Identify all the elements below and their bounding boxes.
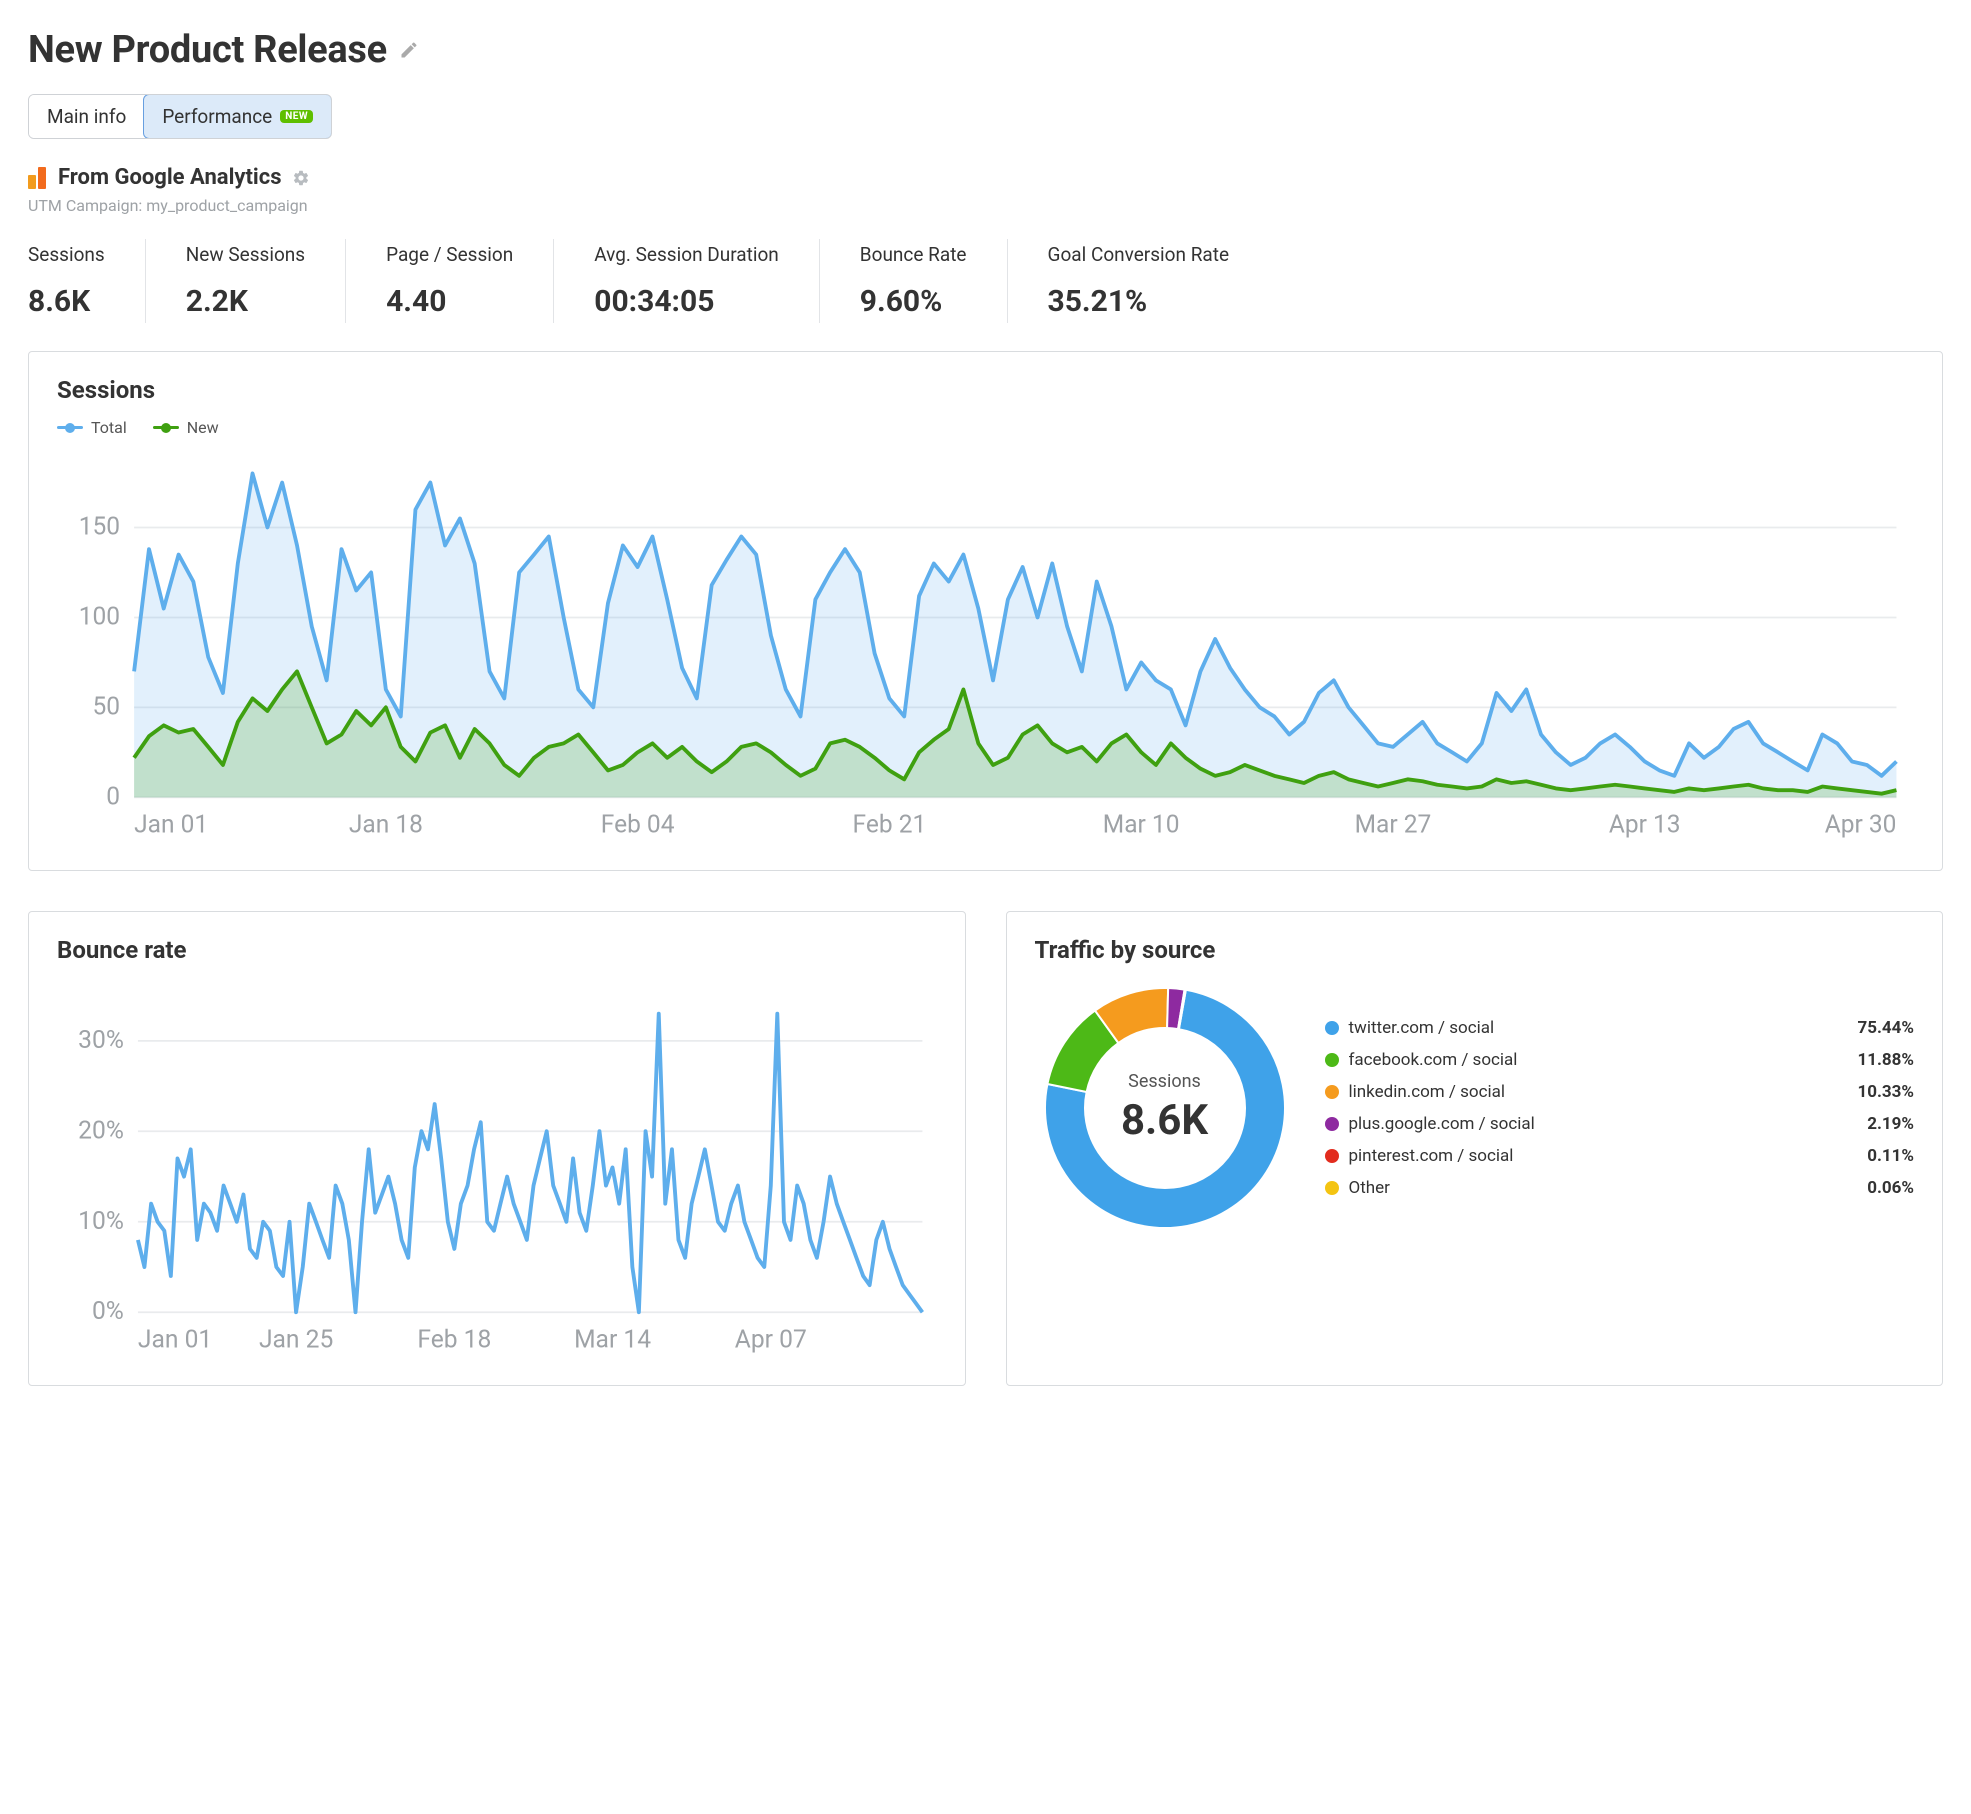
svg-text:100: 100 <box>79 601 120 630</box>
legend-dot <box>1325 1085 1339 1099</box>
legend-item[interactable]: New <box>153 418 219 437</box>
metric: Goal Conversion Rate 35.21% <box>1048 239 1230 323</box>
data-source-title: From Google Analytics <box>58 165 282 190</box>
legend-source-value: 75.44% <box>1857 1018 1914 1038</box>
metric: New Sessions 2.2K <box>186 239 346 323</box>
metric-value: 00:34:05 <box>594 284 779 319</box>
legend-source-name: pinterest.com / social <box>1349 1146 1514 1166</box>
metric: Page / Session 4.40 <box>386 239 554 323</box>
sessions-legend: Total New <box>57 418 1914 437</box>
donut-center-label: Sessions <box>1128 1071 1201 1092</box>
legend-source-value: 11.88% <box>1857 1050 1914 1070</box>
svg-text:Jan 25: Jan 25 <box>259 1325 333 1354</box>
svg-text:0: 0 <box>106 781 120 810</box>
sessions-chart-title: Sessions <box>57 376 1914 404</box>
metrics-row: Sessions 8.6K New Sessions 2.2K Page / Sessi… <box>28 239 1943 323</box>
legend-source-name: facebook.com / social <box>1349 1050 1518 1070</box>
metric: Sessions 8.6K <box>28 239 146 323</box>
legend-source-value: 10.33% <box>1857 1082 1914 1102</box>
legend-source-name: twitter.com / social <box>1349 1018 1495 1038</box>
settings-gear-icon[interactable] <box>292 169 310 187</box>
svg-text:10%: 10% <box>78 1207 124 1236</box>
new-badge: NEW <box>280 110 313 123</box>
sessions-chart-card: Sessions Total New 0 50 100 150 Jan 01 Jan 18 F… <box>28 351 1943 871</box>
svg-text:Jan 01: Jan 01 <box>134 809 208 838</box>
metric-value: 4.40 <box>386 284 513 319</box>
legend-item[interactable]: Total <box>57 418 127 437</box>
svg-text:Mar 14: Mar 14 <box>574 1325 651 1354</box>
metric-label: New Sessions <box>186 243 305 266</box>
traffic-title: Traffic by source <box>1035 936 1915 964</box>
svg-text:Apr 07: Apr 07 <box>735 1325 807 1354</box>
legend-source-value: 0.11% <box>1867 1146 1914 1166</box>
metric-label: Page / Session <box>386 243 513 266</box>
tab-performance[interactable]: Performance NEW <box>143 94 332 139</box>
data-source-row: From Google Analytics <box>28 165 1943 190</box>
page-header: New Product Release <box>28 28 1943 72</box>
metric-label: Goal Conversion Rate <box>1048 243 1230 266</box>
legend-dot <box>1325 1053 1339 1067</box>
edit-title-icon[interactable] <box>399 40 419 60</box>
legend-source-name: linkedin.com / social <box>1349 1082 1506 1102</box>
traffic-legend-row[interactable]: plus.google.com / social 2.19% <box>1325 1108 1915 1140</box>
utm-campaign-line: UTM Campaign: my_product_campaign <box>28 196 1943 215</box>
legend-dot <box>1325 1149 1339 1163</box>
legend-source-value: 2.19% <box>1867 1114 1914 1134</box>
tab-label: Performance <box>162 105 272 128</box>
metric-label: Avg. Session Duration <box>594 243 779 266</box>
tab-bar: Main info Performance NEW <box>28 94 332 139</box>
traffic-donut: Sessions 8.6K <box>1035 978 1295 1238</box>
svg-text:Feb 21: Feb 21 <box>853 809 927 838</box>
metric-value: 9.60% <box>860 284 967 319</box>
bottom-row: Bounce rate 0% 10% 20% 30% Jan 01 Jan 25 Feb 1… <box>28 911 1943 1386</box>
svg-text:50: 50 <box>93 691 121 720</box>
metric-value: 2.2K <box>186 284 305 319</box>
traffic-legend-row[interactable]: twitter.com / social 75.44% <box>1325 1012 1915 1044</box>
svg-text:Jan 01: Jan 01 <box>138 1325 212 1354</box>
svg-text:0%: 0% <box>92 1297 124 1326</box>
legend-swatch <box>153 426 179 429</box>
traffic-legend-row[interactable]: facebook.com / social 11.88% <box>1325 1044 1915 1076</box>
page-title: New Product Release <box>28 28 387 72</box>
traffic-legend: twitter.com / social 75.44% facebook.com /… <box>1325 1012 1915 1204</box>
traffic-by-source-card: Traffic by source Sessions 8.6K twitter.… <box>1006 911 1944 1386</box>
svg-text:Apr 13: Apr 13 <box>1609 809 1681 838</box>
bounce-rate-title: Bounce rate <box>57 936 937 964</box>
svg-text:150: 150 <box>79 511 120 540</box>
metric-value: 35.21% <box>1048 284 1230 319</box>
metric-value: 8.6K <box>28 284 105 319</box>
tab-main-info[interactable]: Main info <box>29 95 144 138</box>
legend-dot <box>1325 1117 1339 1131</box>
svg-text:30%: 30% <box>78 1026 124 1055</box>
sessions-chart: 0 50 100 150 Jan 01 Jan 18 Feb 04 Feb 21 Mar 10 M… <box>57 447 1914 850</box>
bounce-rate-card: Bounce rate 0% 10% 20% 30% Jan 01 Jan 25 Feb 1… <box>28 911 966 1386</box>
legend-label: Total <box>91 418 127 437</box>
legend-source-value: 0.06% <box>1867 1178 1914 1198</box>
svg-text:Jan 18: Jan 18 <box>349 809 423 838</box>
svg-text:Feb 04: Feb 04 <box>601 809 675 838</box>
legend-dot <box>1325 1181 1339 1195</box>
tab-label: Main info <box>47 105 126 128</box>
google-analytics-icon <box>28 167 48 189</box>
metric-label: Sessions <box>28 243 105 266</box>
svg-text:Mar 27: Mar 27 <box>1355 809 1432 838</box>
legend-swatch <box>57 426 83 429</box>
donut-center-value: 8.6K <box>1121 1096 1208 1145</box>
metric: Avg. Session Duration 00:34:05 <box>594 239 820 323</box>
traffic-legend-row[interactable]: Other 0.06% <box>1325 1172 1915 1204</box>
bounce-rate-chart: 0% 10% 20% 30% Jan 01 Jan 25 Feb 18 Mar 14 Apr 0… <box>57 978 937 1365</box>
traffic-legend-row[interactable]: linkedin.com / social 10.33% <box>1325 1076 1915 1108</box>
metric-label: Bounce Rate <box>860 243 967 266</box>
traffic-legend-row[interactable]: pinterest.com / social 0.11% <box>1325 1140 1915 1172</box>
legend-dot <box>1325 1021 1339 1035</box>
svg-text:20%: 20% <box>78 1116 124 1145</box>
svg-text:Mar 10: Mar 10 <box>1103 809 1180 838</box>
metric: Bounce Rate 9.60% <box>860 239 1008 323</box>
svg-text:Apr 30: Apr 30 <box>1825 809 1897 838</box>
svg-text:Feb 18: Feb 18 <box>417 1325 491 1354</box>
legend-source-name: plus.google.com / social <box>1349 1114 1535 1134</box>
legend-label: New <box>187 418 219 437</box>
legend-source-name: Other <box>1349 1178 1390 1198</box>
donut-center: Sessions 8.6K <box>1035 978 1295 1238</box>
